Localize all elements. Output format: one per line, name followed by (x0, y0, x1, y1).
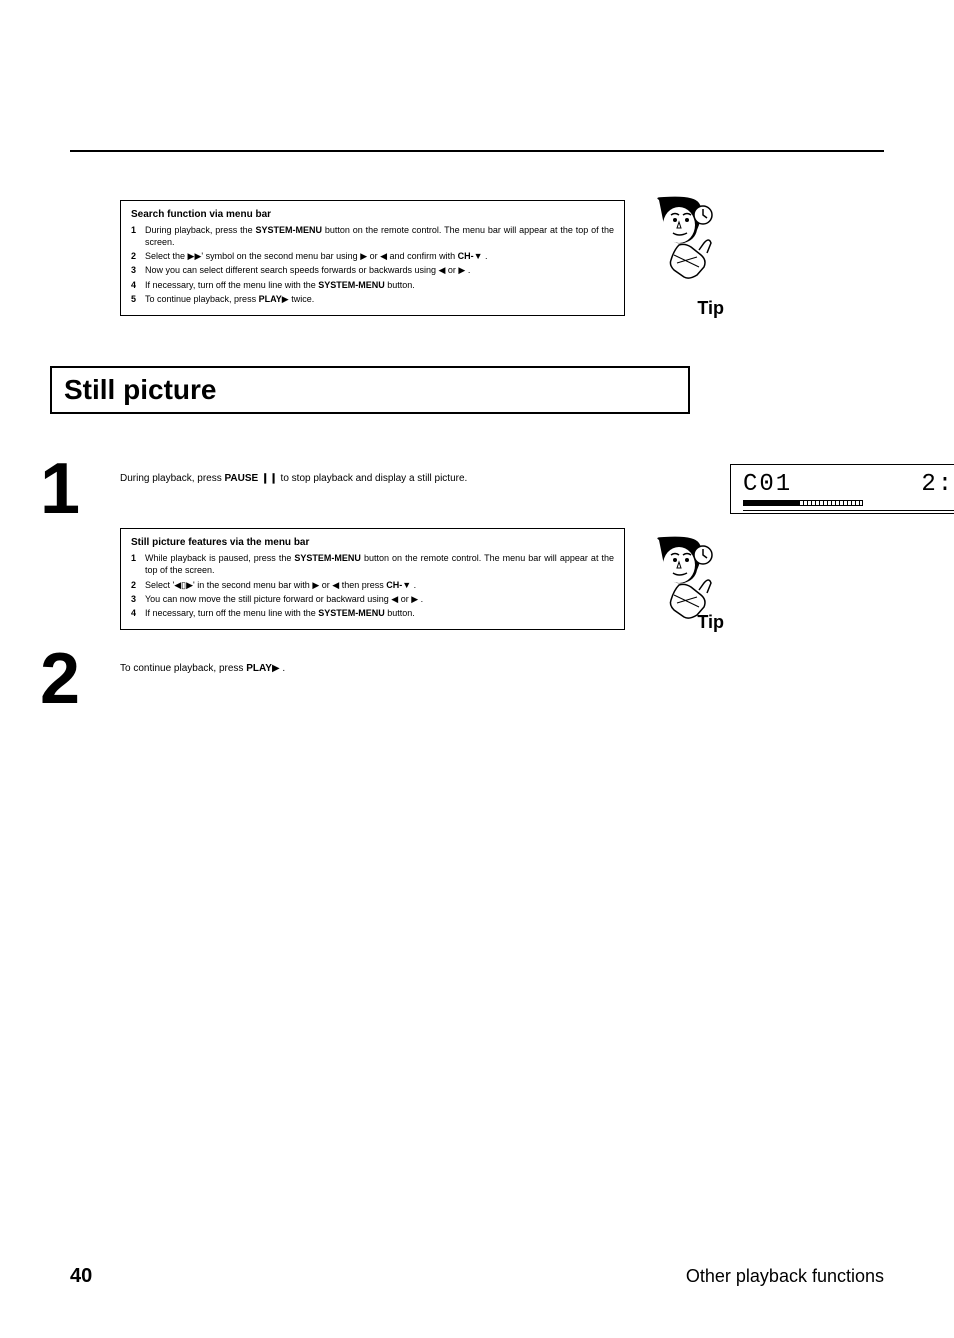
footer: 40 Other playback functions (70, 1265, 884, 1288)
lcd-left: C01 (743, 471, 792, 498)
page: Search function via menu bar 1 During pl… (0, 0, 954, 1338)
frame-step-icon: ◀▯▶ (174, 580, 193, 590)
still-tip-box: Still picture features via the menu bar … (120, 528, 625, 630)
down-icon: ▼ (402, 580, 411, 590)
ffwd-icon: ▶▶ (188, 251, 202, 261)
step-text: To continue playback, press PLAY▶ . (120, 654, 625, 704)
still-tip-item: 2 Select '◀▯▶' in the second menu bar wi… (131, 579, 614, 591)
header-rule (70, 150, 884, 152)
tip-label: Tip (697, 612, 724, 633)
steps: 1 During playback, press PAUSE ❙❙ to sto… (120, 464, 800, 704)
search-tip-box: Search function via menu bar 1 During pl… (120, 200, 625, 316)
still-tip-item: 3 You can now move the still picture for… (131, 593, 614, 605)
content-area: Search function via menu bar 1 During pl… (120, 200, 800, 718)
tip-label: Tip (697, 298, 724, 319)
page-number: 40 (70, 1265, 92, 1288)
lcd-right: 2:04 (921, 471, 954, 498)
step-2: 2 To continue playback, press PLAY▶ . (120, 654, 800, 704)
left-icon: ◀ (380, 251, 387, 261)
step-number: 1 (40, 464, 120, 514)
step-number: 2 (40, 654, 120, 704)
step-text: During playback, press PAUSE ❙❙ to stop … (120, 464, 625, 514)
play-icon: ▶ (272, 663, 280, 674)
still-tip-item: 4 If necessary, turn off the menu line w… (131, 607, 614, 619)
footer-chapter: Other playback functions (686, 1266, 884, 1287)
lcd-display: C01 2:04 (730, 464, 954, 514)
search-tip-title: Search function via menu bar (131, 209, 614, 220)
still-tip-item: 1 While playback is paused, press the SY… (131, 552, 614, 576)
section-title: Still picture (50, 366, 690, 414)
search-tip-item: 1 During playback, press the SYSTEM-MENU… (131, 224, 614, 248)
still-tip-title: Still picture features via the menu bar (131, 537, 614, 548)
pause-icon: ❙❙ (258, 473, 280, 484)
lcd-progress-bar (743, 500, 954, 508)
tip-illustration-icon (649, 195, 724, 290)
play-icon: ▶ (282, 294, 289, 304)
search-tip-item: 2 Select the ▶▶' symbol on the second me… (131, 250, 614, 262)
down-icon: ▼ (474, 251, 483, 261)
search-tip-item: 5 To continue playback, press PLAY▶ twic… (131, 293, 614, 305)
search-tip-item: 3 Now you can select different search sp… (131, 264, 614, 276)
step-1: 1 During playback, press PAUSE ❙❙ to sto… (120, 464, 800, 514)
search-tip-item: 4 If necessary, turn off the menu line w… (131, 279, 614, 291)
